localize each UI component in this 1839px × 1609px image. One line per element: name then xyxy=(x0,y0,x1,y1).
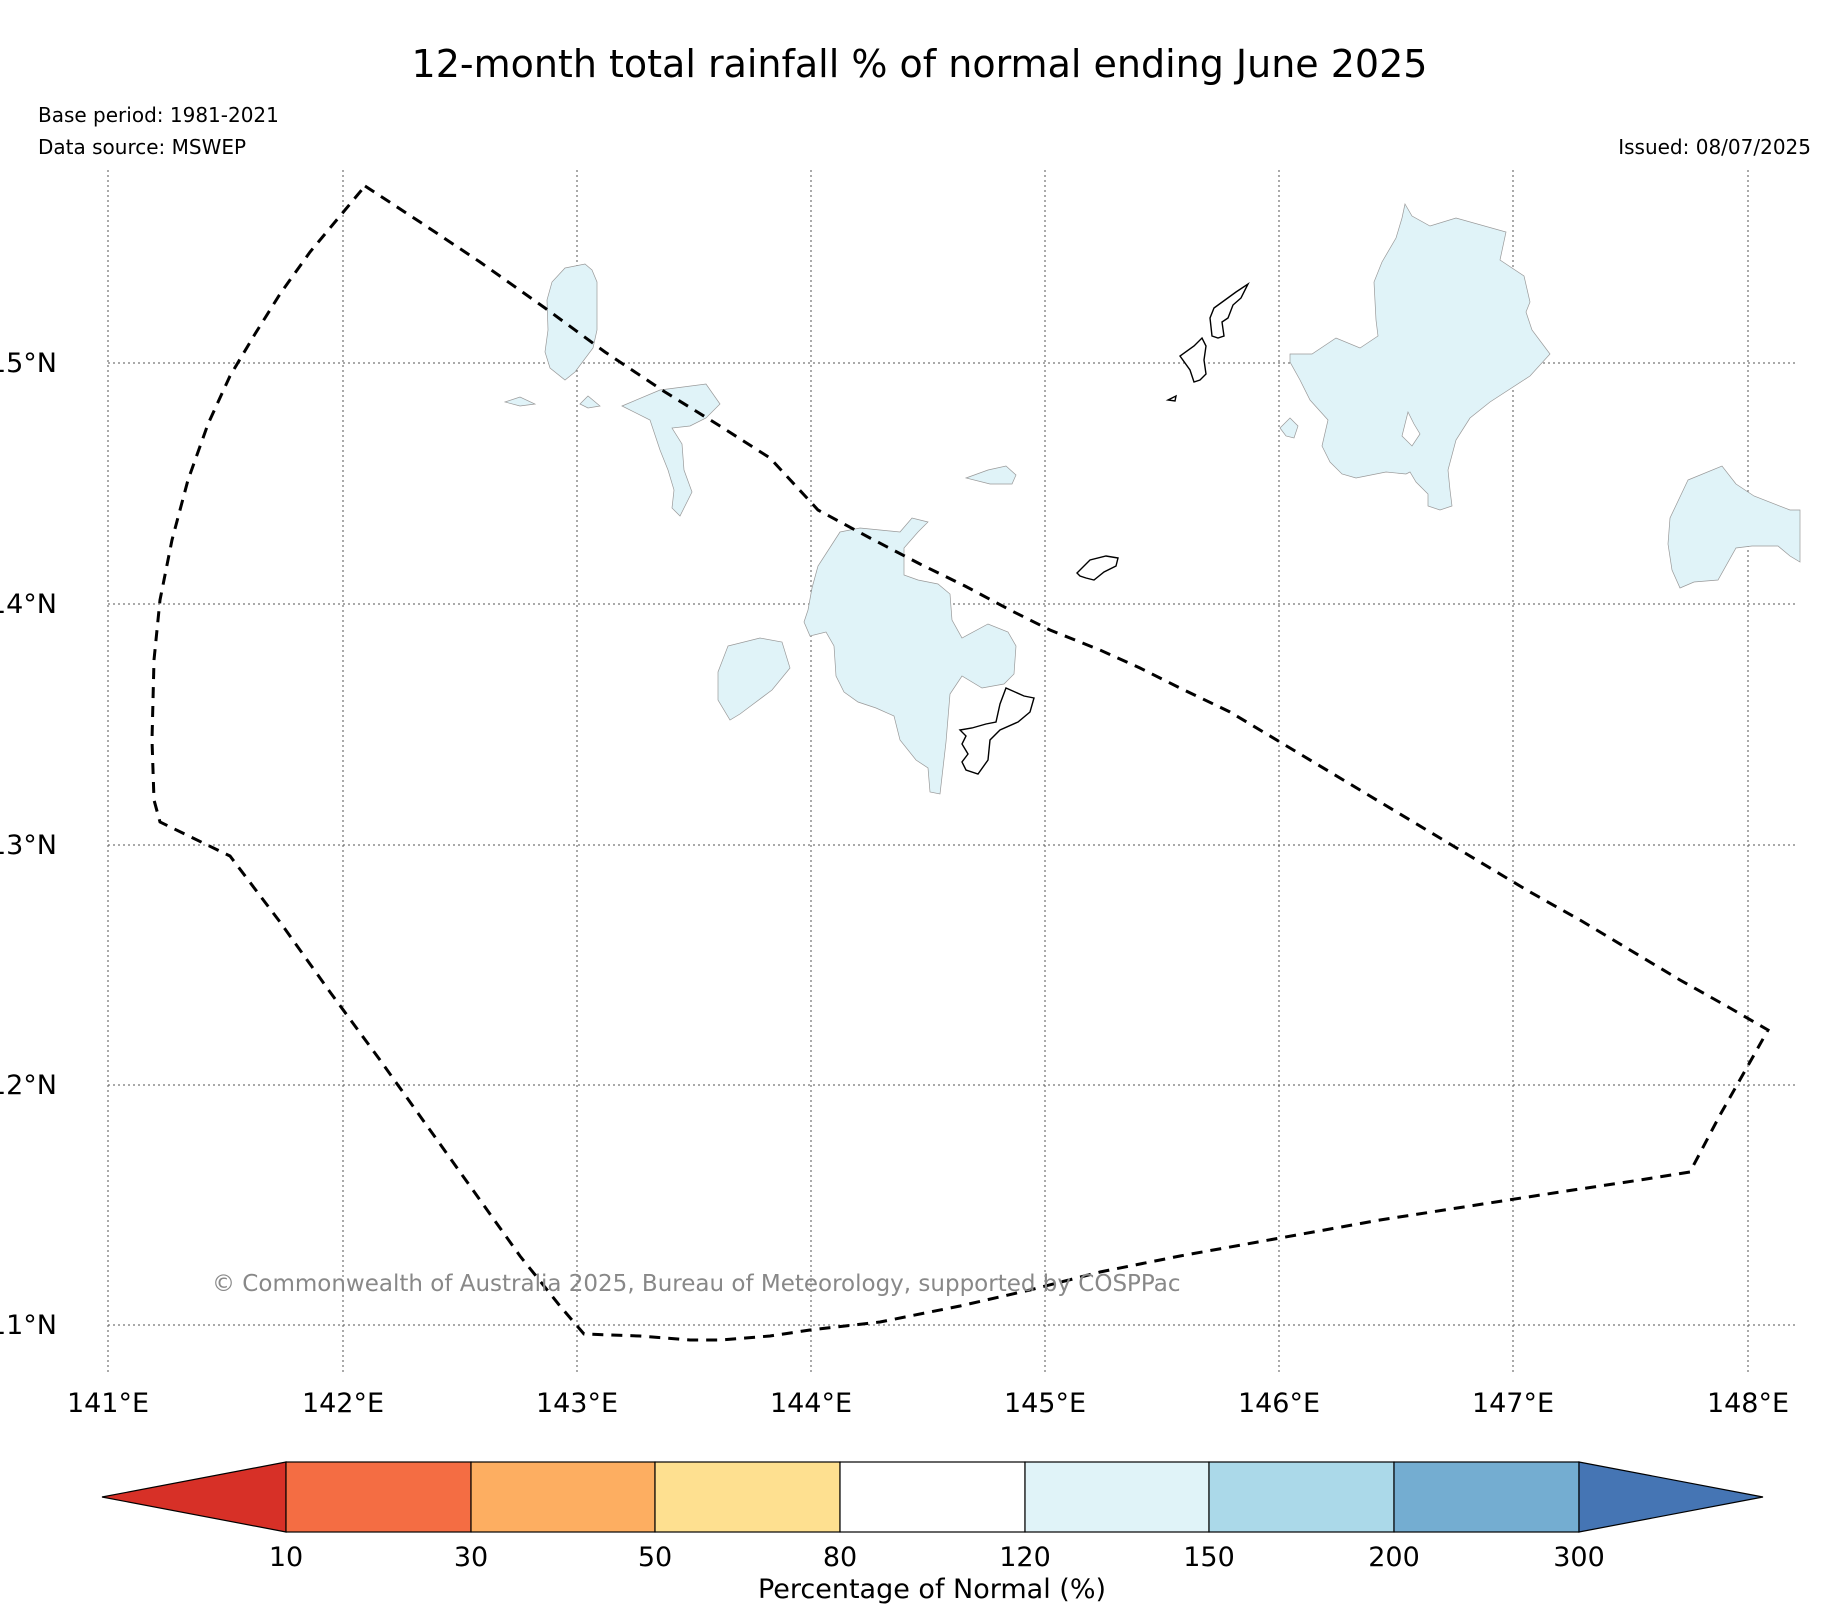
lon-tick-148e: 148°E xyxy=(1707,1388,1789,1419)
lon-tick-141e: 141°E xyxy=(67,1388,149,1419)
lat-tick-15n: 15°N xyxy=(0,348,57,379)
colorbar-tick: 150 xyxy=(1183,1542,1235,1573)
lat-tick-13n: 13°N xyxy=(0,830,57,861)
lon-tick-142e: 142°E xyxy=(302,1388,384,1419)
colorbar-swatch-10-30 xyxy=(285,1461,472,1533)
copyright-credit: © Commonwealth of Australia 2025, Bureau… xyxy=(212,1271,1181,1297)
lon-tick-143e: 143°E xyxy=(536,1388,618,1419)
colorbar-tick: 300 xyxy=(1553,1542,1605,1573)
colorbar-swatch-120-150 xyxy=(1024,1461,1210,1533)
lat-tick-11n: 11°N xyxy=(0,1310,57,1341)
colorbar-swatch-80-120 xyxy=(839,1461,1026,1533)
lon-tick-147e: 147°E xyxy=(1472,1388,1554,1419)
colorbar-label: Percentage of Normal (%) xyxy=(758,1574,1106,1605)
colorbar-tick: 120 xyxy=(999,1542,1051,1573)
rainfall-shading-120-150 xyxy=(503,203,1801,795)
island-coastlines xyxy=(958,281,1250,775)
colorbar-tick-labels: 10 30 50 80 120 150 200 300 xyxy=(269,1542,1605,1573)
latitude-tick-labels: 15°N 14°N 13°N 12°N 11°N xyxy=(0,348,57,1341)
colorbar-swatch-200-300 xyxy=(1393,1461,1580,1533)
map-gridlines xyxy=(107,170,1795,1375)
colorbar-tick: 50 xyxy=(638,1542,672,1573)
issued-date-note: Issued: 08/07/2025 xyxy=(1618,135,1811,159)
colorbar-swatch-30-50 xyxy=(470,1461,656,1533)
colorbar-tick: 10 xyxy=(269,1542,303,1573)
lat-tick-12n: 12°N xyxy=(0,1070,57,1101)
base-period-note: Base period: 1981-2021 xyxy=(38,103,279,127)
colorbar-over-arrow xyxy=(1578,1461,1764,1533)
map-title: 12-month total rainfall % of normal endi… xyxy=(411,42,1428,86)
lon-tick-144e: 144°E xyxy=(770,1388,852,1419)
colorbar-tick: 80 xyxy=(823,1542,857,1573)
colorbar-tick: 30 xyxy=(454,1542,488,1573)
colorbar-under-arrow xyxy=(101,1461,287,1533)
colorbar-swatch-50-80 xyxy=(654,1461,841,1533)
lon-tick-145e: 145°E xyxy=(1004,1388,1086,1419)
colorbar-tick: 200 xyxy=(1368,1542,1420,1573)
lat-tick-14n: 14°N xyxy=(0,589,57,620)
longitude-tick-labels: 141°E 142°E 143°E 144°E 145°E 146°E 147°… xyxy=(67,1388,1789,1419)
eez-boundary-dashed xyxy=(150,184,1771,1342)
data-source-note: Data source: MSWEP xyxy=(38,135,247,159)
colorbar xyxy=(101,1461,1764,1533)
lon-tick-146e: 146°E xyxy=(1238,1388,1320,1419)
colorbar-swatch-150-200 xyxy=(1208,1461,1395,1533)
